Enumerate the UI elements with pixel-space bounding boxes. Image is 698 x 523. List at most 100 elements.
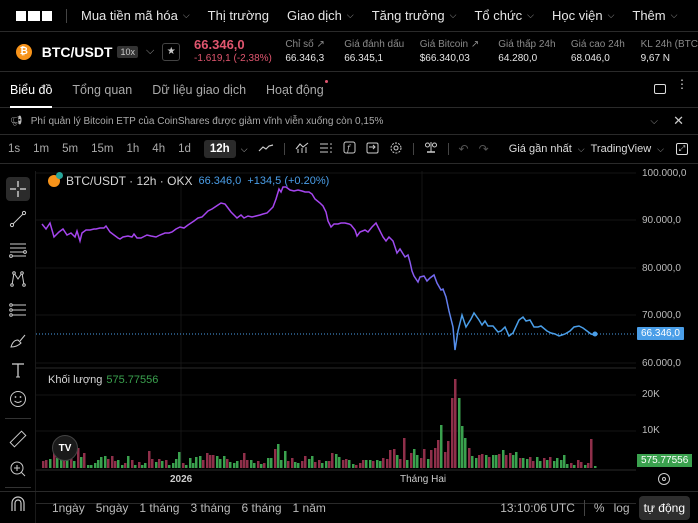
pair-selector[interactable]: BTC/USDT	[41, 43, 113, 60]
nav-academy[interactable]: Học viện ⌵	[551, 8, 615, 23]
chevron-down-icon[interactable]: ⌵	[657, 143, 664, 154]
notification-dot	[324, 79, 328, 83]
line-chart-type-icon[interactable]	[258, 142, 274, 156]
nav-more[interactable]: Thêm ⌵	[632, 8, 678, 23]
price-block: 66.346,0 -1.619,1 (-2,38%)	[194, 37, 285, 66]
nav-buy-crypto[interactable]: Mua tiền mã hóa ⌵	[81, 8, 190, 23]
horizontal-lines-tool-icon[interactable]	[6, 237, 30, 261]
top-nav: Mua tiền mã hóa ⌵ Thị trường Giao dịch ⌵ T…	[0, 0, 698, 32]
range-5d[interactable]: 5ngày	[95, 500, 129, 515]
legend-price: 66.346,0	[198, 175, 242, 187]
range-1d[interactable]: 1ngày	[52, 500, 85, 515]
timeframe-1h[interactable]: 1h	[126, 143, 140, 155]
range-1m[interactable]: 1 tháng	[139, 500, 180, 515]
auto-scale-toggle[interactable]: tự động	[638, 495, 690, 520]
chevron-down-icon[interactable]: ⌵	[650, 115, 658, 127]
axis-settings-icon[interactable]	[658, 473, 670, 485]
announcement-banner: 📢︎ Phí quản lý Bitcoin ETP của CoinShare…	[0, 108, 698, 135]
stat-mark-price: Giá đánh dấu 66.345,1	[344, 39, 405, 64]
compare-icon[interactable]	[366, 141, 379, 157]
chevron-down-icon: ⌵	[607, 10, 615, 20]
x-label-2026: 2026	[170, 474, 193, 485]
volume-legend: Khối lượng 575.77556	[48, 374, 159, 386]
current-price-label: 66.346,0	[637, 327, 684, 340]
leverage-badge: 10x	[117, 45, 138, 58]
chart-type-select[interactable]: TradingView	[590, 143, 652, 155]
scale-balance-icon[interactable]	[424, 141, 438, 157]
brush-tool-icon[interactable]	[6, 328, 30, 352]
ruler-tool-icon[interactable]	[6, 427, 30, 451]
pattern-tool-icon[interactable]	[6, 267, 30, 291]
chevron-down-icon[interactable]: ⌵	[146, 45, 155, 57]
svg-text:f: f	[346, 144, 352, 153]
emoji-tool-icon[interactable]	[6, 387, 30, 411]
volume-bars	[42, 379, 597, 468]
bitcoin-icon	[48, 172, 63, 187]
nav-institutional[interactable]: Tổ chức ⌵	[474, 8, 534, 23]
legend-change: +134,5 (+0.20%)	[247, 175, 330, 187]
magnet-tool-icon[interactable]	[6, 493, 30, 513]
range-1y[interactable]: 1 năm	[292, 500, 326, 515]
favorite-star-button[interactable]: ★	[162, 42, 181, 61]
crosshair-tool-icon[interactable]	[6, 177, 30, 201]
tab-activity[interactable]: Hoạt động	[266, 72, 328, 108]
timeframe-4h[interactable]: 4h	[152, 143, 166, 155]
timeframe-1d[interactable]: 1d	[178, 143, 191, 155]
nav-growth[interactable]: Tăng trưởng ⌵	[371, 8, 457, 23]
chevron-down-icon: ⌵	[182, 10, 190, 20]
tab-trading-data[interactable]: Dữ liệu giao dịch	[152, 82, 247, 97]
percent-scale-toggle[interactable]: %	[593, 500, 605, 515]
close-icon[interactable]: ✕	[673, 113, 684, 128]
nav-trade[interactable]: Giao dịch ⌵	[286, 8, 354, 23]
last-price: 66.346,0	[194, 37, 245, 53]
timeframe-1s[interactable]: 1s	[8, 143, 21, 155]
fib-tool-icon[interactable]	[6, 298, 30, 322]
tab-chart[interactable]: Biểu đồ	[10, 72, 53, 108]
okx-logo[interactable]	[16, 8, 67, 23]
stat-bitcoin-price: Giá Bitcoin ↗ $66.340,03	[419, 39, 480, 64]
log-scale-toggle[interactable]: log	[613, 500, 630, 515]
chart-legend: BTC/USDT · 12h · OKX 66.346,0 +134,5 (+0…	[48, 172, 330, 188]
external-link-icon[interactable]: ↗	[470, 39, 480, 50]
more-options-icon[interactable]: ⋮	[676, 77, 688, 91]
chevron-down-icon[interactable]: ⌵	[577, 143, 585, 154]
timeframe-5m[interactable]: 5m	[62, 143, 79, 155]
indicators-icon[interactable]	[295, 142, 309, 157]
timeframe-1m[interactable]: 1m	[33, 143, 50, 155]
tradingview-logo[interactable]: TV	[52, 435, 78, 461]
bitcoin-icon: ₿	[16, 43, 32, 60]
stat-24h-high: Giá cao 24h 68.046,0	[570, 39, 625, 64]
chevron-down-icon: ⌵	[527, 10, 534, 20]
timeframe-12h[interactable]: 12h	[203, 140, 236, 158]
range-3m[interactable]: 3 tháng	[190, 500, 231, 515]
x-label-feb: Tháng Hai	[400, 474, 447, 485]
timeframe-15m[interactable]: 15m	[91, 143, 114, 155]
price-axis[interactable]: 100.000,0 90.000,0 80.000,0 70.000,0 66.…	[636, 168, 698, 485]
fullscreen-icon[interactable]: ⤢	[676, 143, 688, 155]
chevron-down-icon[interactable]: ⌵	[240, 143, 248, 154]
chart-area[interactable]: BTC/USDT · 12h · OKX 66.346,0 +134,5 (+0…	[0, 168, 698, 523]
price-chart-svg[interactable]	[36, 171, 636, 491]
undo-icon[interactable]: ↶	[458, 142, 469, 156]
zoom-in-tool-icon[interactable]	[6, 457, 30, 481]
tab-overview[interactable]: Tổng quan	[72, 82, 133, 97]
list-settings-icon[interactable]	[319, 142, 333, 157]
announcement-text[interactable]: Phí quản lý Bitcoin ETP của CoinShares đ…	[30, 115, 384, 127]
settings-gear-icon[interactable]	[389, 141, 403, 158]
text-tool-icon[interactable]	[6, 358, 30, 382]
external-link-icon[interactable]: ↗	[316, 39, 325, 50]
trendline-tool-icon[interactable]	[6, 207, 30, 231]
redo-icon[interactable]: ↷	[478, 142, 489, 156]
nav-markets[interactable]: Thị trường	[207, 8, 269, 23]
clock-utc[interactable]: 13:10:06 UTC	[500, 500, 575, 515]
stat-24h-low: Giá thấp 24h 64.280,0	[498, 39, 556, 64]
formula-icon[interactable]: f	[343, 141, 356, 157]
window-icon[interactable]	[654, 84, 666, 94]
stat-index: Chỉ số ↗ 66.346,3	[285, 39, 325, 64]
range-6m[interactable]: 6 tháng	[241, 500, 282, 515]
bottom-bar: 1ngày 5ngày 1 tháng 3 tháng 6 tháng 1 nă…	[0, 491, 698, 523]
chevron-down-icon: ⌵	[449, 10, 457, 20]
ticker-bar: ₿ BTC/USDT 10x ⌵ ★ 66.346,0 -1.619,1 (-2…	[0, 32, 698, 72]
price-type-select[interactable]: Giá gần nhất	[508, 143, 572, 155]
chart-toolbar: 1s 1m 5m 15m 1h 4h 1d 12h ⌵ f ↶ ↷ Giá gầ…	[0, 135, 698, 164]
